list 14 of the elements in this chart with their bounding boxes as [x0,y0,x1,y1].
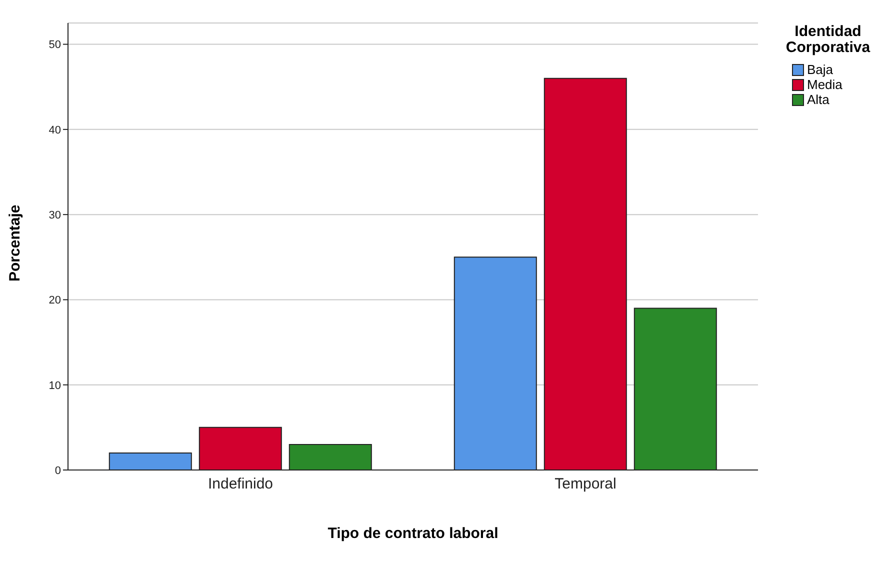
y-tick-label: 0 [54,464,61,477]
legend-label: Media [807,77,842,92]
legend-label: Alta [807,92,830,107]
legend-label: Baja [807,62,834,77]
y-tick-label: 30 [48,209,61,222]
y-tick-label: 40 [48,124,61,136]
legend-title: Identidad Corporativa [784,23,872,56]
y-tick-label: 50 [48,39,61,52]
x-axis-title: Tipo de contrato laboral [328,525,498,542]
y-tick-label: 20 [48,294,61,307]
y-axis-title: Porcentaje [6,204,24,282]
x-tick-label: Indefinido [208,476,274,493]
x-tick-label: Temporal [554,476,616,493]
y-tick-label: 10 [48,380,61,392]
